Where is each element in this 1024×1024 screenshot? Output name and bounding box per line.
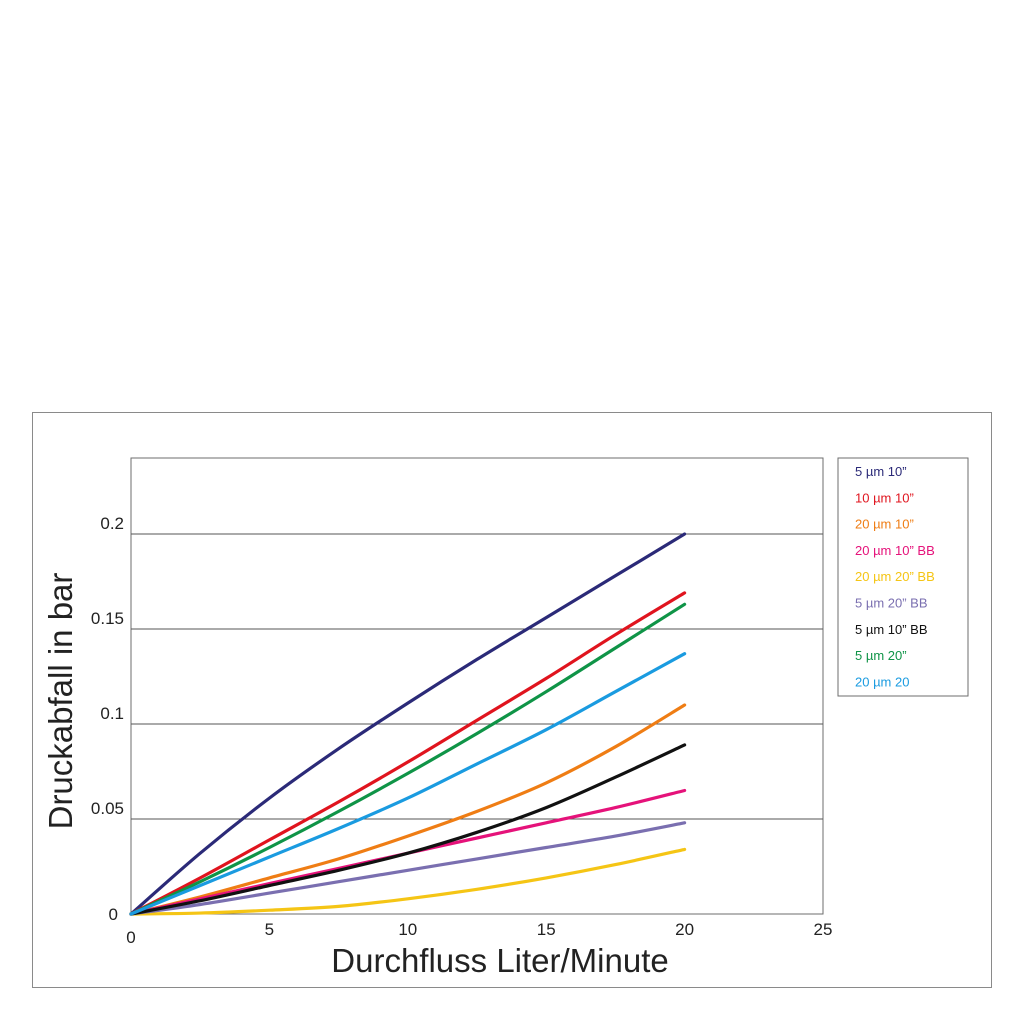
series-line-6: [129, 743, 687, 916]
legend-entry: 5 µm 20” BB: [855, 596, 928, 611]
x-tick-label: 15: [537, 920, 556, 939]
series-line-8: [129, 652, 687, 916]
series-line-5: [129, 821, 687, 916]
legend: 5 µm 10” 10 µm 10” 20 µm 10” 20 µm 10” BB 20…: [837, 457, 969, 697]
series-line-1: [129, 591, 687, 916]
series-line-4: [129, 847, 687, 916]
series-line-2: [129, 703, 687, 916]
legend-entry: 20 µm 20” BB: [855, 569, 935, 584]
legend-entry: 20 µm 10” BB: [855, 543, 935, 558]
series-line-0: [129, 532, 687, 916]
y-tick-label: 0.1: [100, 704, 124, 723]
gridlines: [131, 533, 823, 820]
y-tick-label: 0: [109, 905, 118, 924]
legend-entry: 20 µm 20: [855, 674, 909, 689]
series-line-7: [129, 602, 687, 916]
x-tick-label: 10: [398, 920, 417, 939]
y-tick-label: 0.05: [91, 799, 124, 818]
legend-entry: 5 µm 20”: [855, 648, 907, 663]
legend-entry: 20 µm 10”: [855, 517, 914, 532]
x-tick-label: 5: [265, 920, 274, 939]
plot-area: [130, 457, 824, 915]
y-tick-label: 0.2: [100, 514, 124, 533]
x-tick-label: 25: [814, 920, 833, 939]
y-tick-label: 0.15: [91, 609, 124, 628]
x-tick-label: 0: [126, 928, 135, 947]
legend-entry: 10 µm 10”: [855, 490, 914, 505]
legend-box: [837, 457, 969, 697]
legend-entry: 5 µm 10” BB: [855, 622, 928, 637]
y-axis-title: Druckabfall in bar: [42, 573, 79, 830]
y-tick-labels: 0 0.05 0.1 0.15 0.2: [91, 514, 124, 924]
x-tick-label: 20: [675, 920, 694, 939]
series-lines: [129, 532, 687, 916]
x-axis-title: Durchfluss Liter/Minute: [331, 942, 668, 979]
legend-entry: 5 µm 10”: [855, 464, 907, 479]
x-tick-labels: 0 5 10 15 20 25: [126, 920, 832, 947]
